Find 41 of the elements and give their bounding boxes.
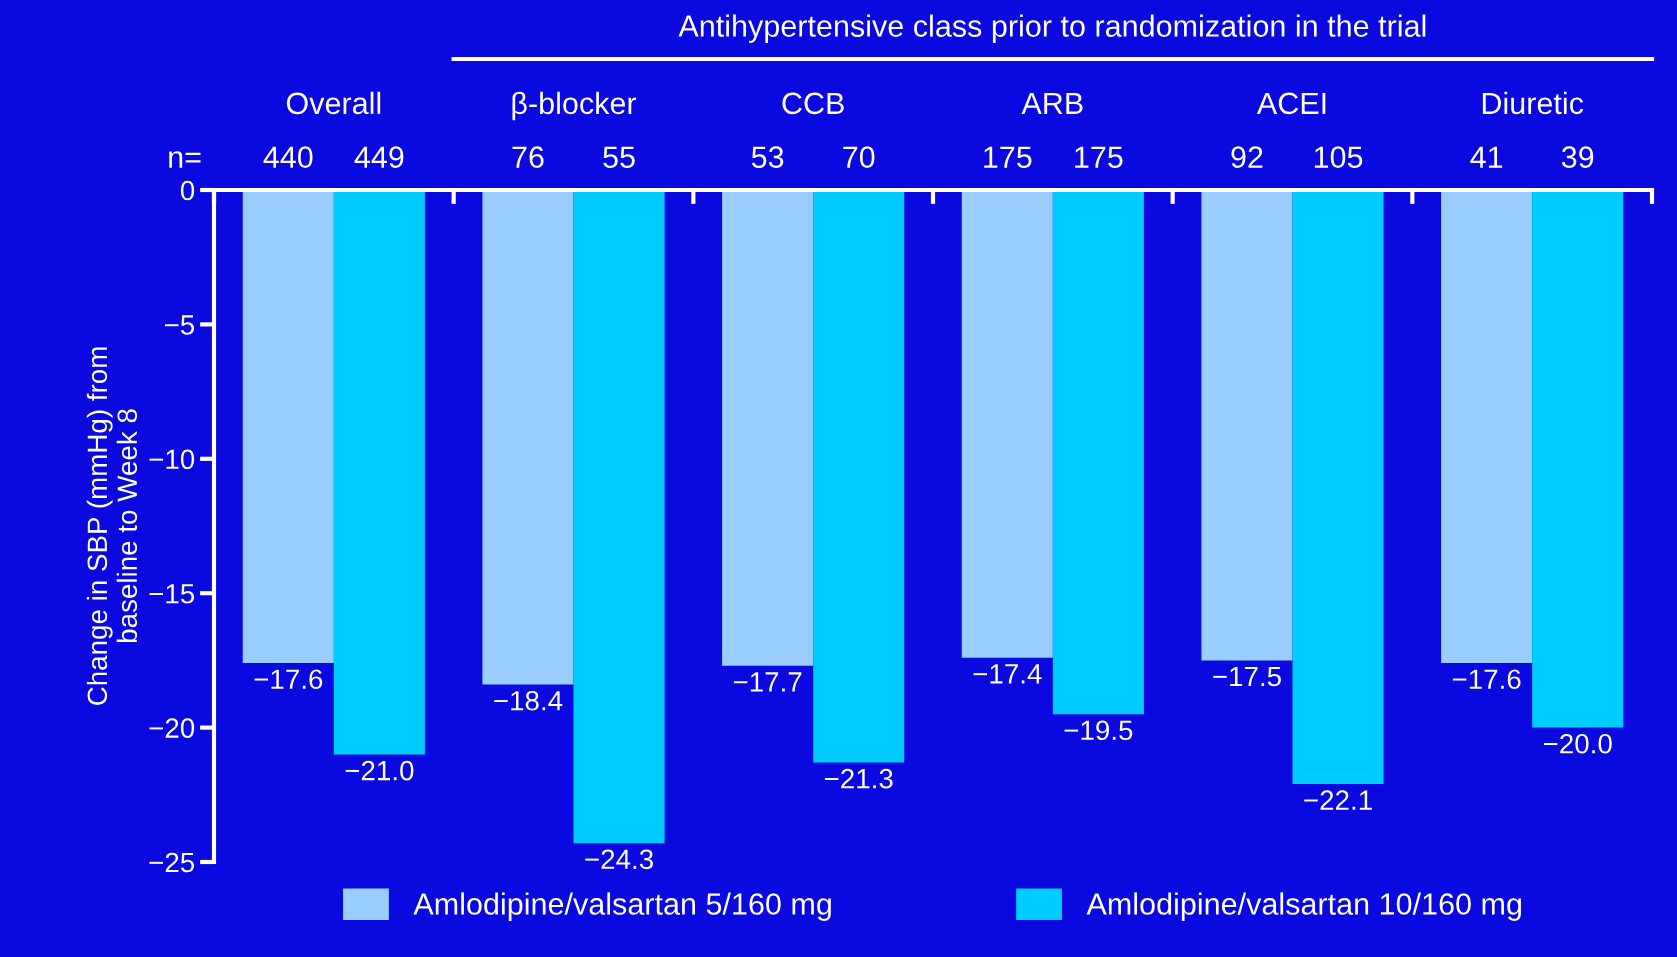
data-label: −17.7 xyxy=(733,672,802,692)
y-tick-label: −5 xyxy=(164,315,195,335)
legend-label: Amlodipine/valsartan 5/160 mg xyxy=(413,892,831,921)
y-tick-label: −15 xyxy=(149,584,195,604)
y-tick-label: −25 xyxy=(149,852,195,873)
y-tick-label: 0 xyxy=(180,180,195,201)
text: 175 xyxy=(984,146,1032,168)
x-tick-label: Overall xyxy=(286,91,381,115)
data-label: −20.0 xyxy=(1543,733,1612,754)
text: 70 xyxy=(843,146,875,168)
text: 92 xyxy=(1231,146,1263,168)
data-label: −24.3 xyxy=(585,849,653,870)
y-tick-label: −10 xyxy=(149,449,195,470)
text: 55 xyxy=(603,146,635,168)
text: 449 xyxy=(354,146,404,168)
x-tick-label: Diuretic xyxy=(1482,91,1584,115)
y-tick-label: −20 xyxy=(149,718,195,738)
data-label: −19.5 xyxy=(1064,720,1133,741)
text: 39 xyxy=(1561,146,1594,168)
data-label: −21.0 xyxy=(345,760,414,781)
data-label: −22.1 xyxy=(1304,790,1372,810)
x-tick-label: ARB xyxy=(1021,92,1083,114)
text: 53 xyxy=(751,146,784,168)
legend-label: Amlodipine/valsartan 10/160 mg xyxy=(1086,892,1521,921)
data-label: −17.6 xyxy=(1452,669,1521,690)
text: 105 xyxy=(1314,146,1363,168)
text: n= xyxy=(169,151,201,168)
x-tick-label: ACEI xyxy=(1256,92,1326,115)
data-label: −21.3 xyxy=(824,768,893,789)
data-label: −18.4 xyxy=(494,690,563,711)
text: 175 xyxy=(1075,146,1123,168)
data-label: −17.4 xyxy=(973,664,1042,684)
text: 76 xyxy=(512,146,544,168)
x-tick-label: β-blocker xyxy=(512,91,637,121)
y-axis-title: Change in SBP (mmHg) from baseline to Week 8 xyxy=(86,347,138,705)
text: Antihypertensive class prior to randomization in the trial xyxy=(678,14,1426,43)
data-label: −17.5 xyxy=(1213,666,1281,687)
data-label: −17.6 xyxy=(254,669,323,690)
x-tick-label: CCB xyxy=(782,92,844,115)
text: 41 xyxy=(1470,146,1503,168)
text: 440 xyxy=(263,146,313,168)
